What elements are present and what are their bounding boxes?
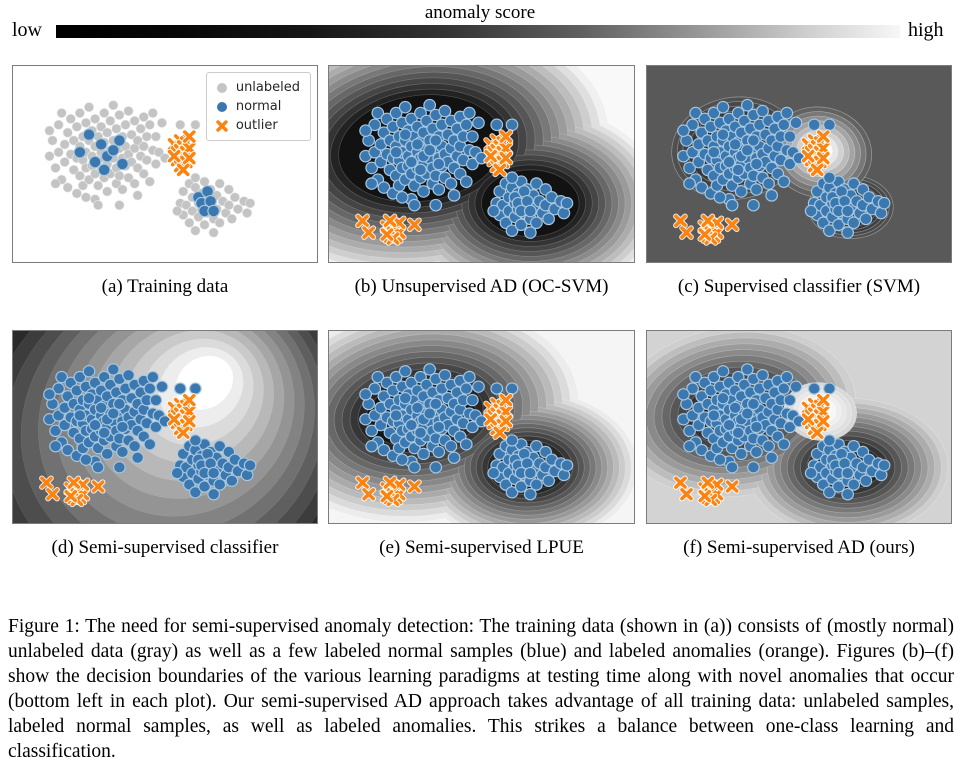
panel-e: (e) Semi-supervised LPUE xyxy=(328,330,635,559)
plot-area-b xyxy=(328,65,635,263)
plot-area-c xyxy=(646,65,952,263)
panel-caption-a: (a) Training data xyxy=(101,276,229,297)
panel-caption-b: (b) Unsupervised AD (OC-SVM) xyxy=(354,276,609,297)
colorbar-high-label: high xyxy=(908,19,944,41)
panel-a: unlabeled normal outlier (a) Training da… xyxy=(12,65,318,298)
plot-area-f xyxy=(646,330,952,524)
panel-caption-e: (e) Semi-supervised LPUE xyxy=(379,537,584,558)
panel-c: (c) Supervised classifier (SVM) xyxy=(646,65,952,298)
panel-d: (d) Semi-supervised classifier xyxy=(12,330,318,559)
plot-area-a: unlabeled normal outlier xyxy=(12,65,318,263)
panel-caption-f: (f) Semi-supervised AD (ours) xyxy=(683,537,915,558)
legend-label-outlier: outlier xyxy=(235,118,278,133)
legend-label-unlabeled: unlabeled xyxy=(235,80,300,95)
plot-area-d xyxy=(12,330,318,524)
panel-f: (f) Semi-supervised AD (ours) xyxy=(646,330,952,559)
legend-item-unlabeled: unlabeled xyxy=(215,78,300,97)
legend-item-normal: normal xyxy=(215,97,300,116)
colorbar-low-label: low xyxy=(12,19,42,41)
panel-b: (b) Unsupervised AD (OC-SVM) xyxy=(328,65,635,298)
panel-caption-d: (d) Semi-supervised classifier xyxy=(51,537,279,558)
outlier-marker-icon xyxy=(215,119,229,133)
figure-caption: Figure 1: The need for semi-supervised a… xyxy=(8,615,954,762)
legend-label-normal: normal xyxy=(235,99,282,114)
legend-item-outlier: outlier xyxy=(215,116,300,135)
panel-caption-c: (c) Supervised classifier (SVM) xyxy=(677,276,921,297)
normal-marker-icon xyxy=(216,101,227,112)
colorbar-title: anomaly score xyxy=(424,2,536,23)
colorbar-gradient xyxy=(56,25,900,38)
unlabeled-marker-icon xyxy=(216,82,227,93)
plot-area-e xyxy=(328,330,635,524)
legend: unlabeled normal outlier xyxy=(205,72,311,141)
